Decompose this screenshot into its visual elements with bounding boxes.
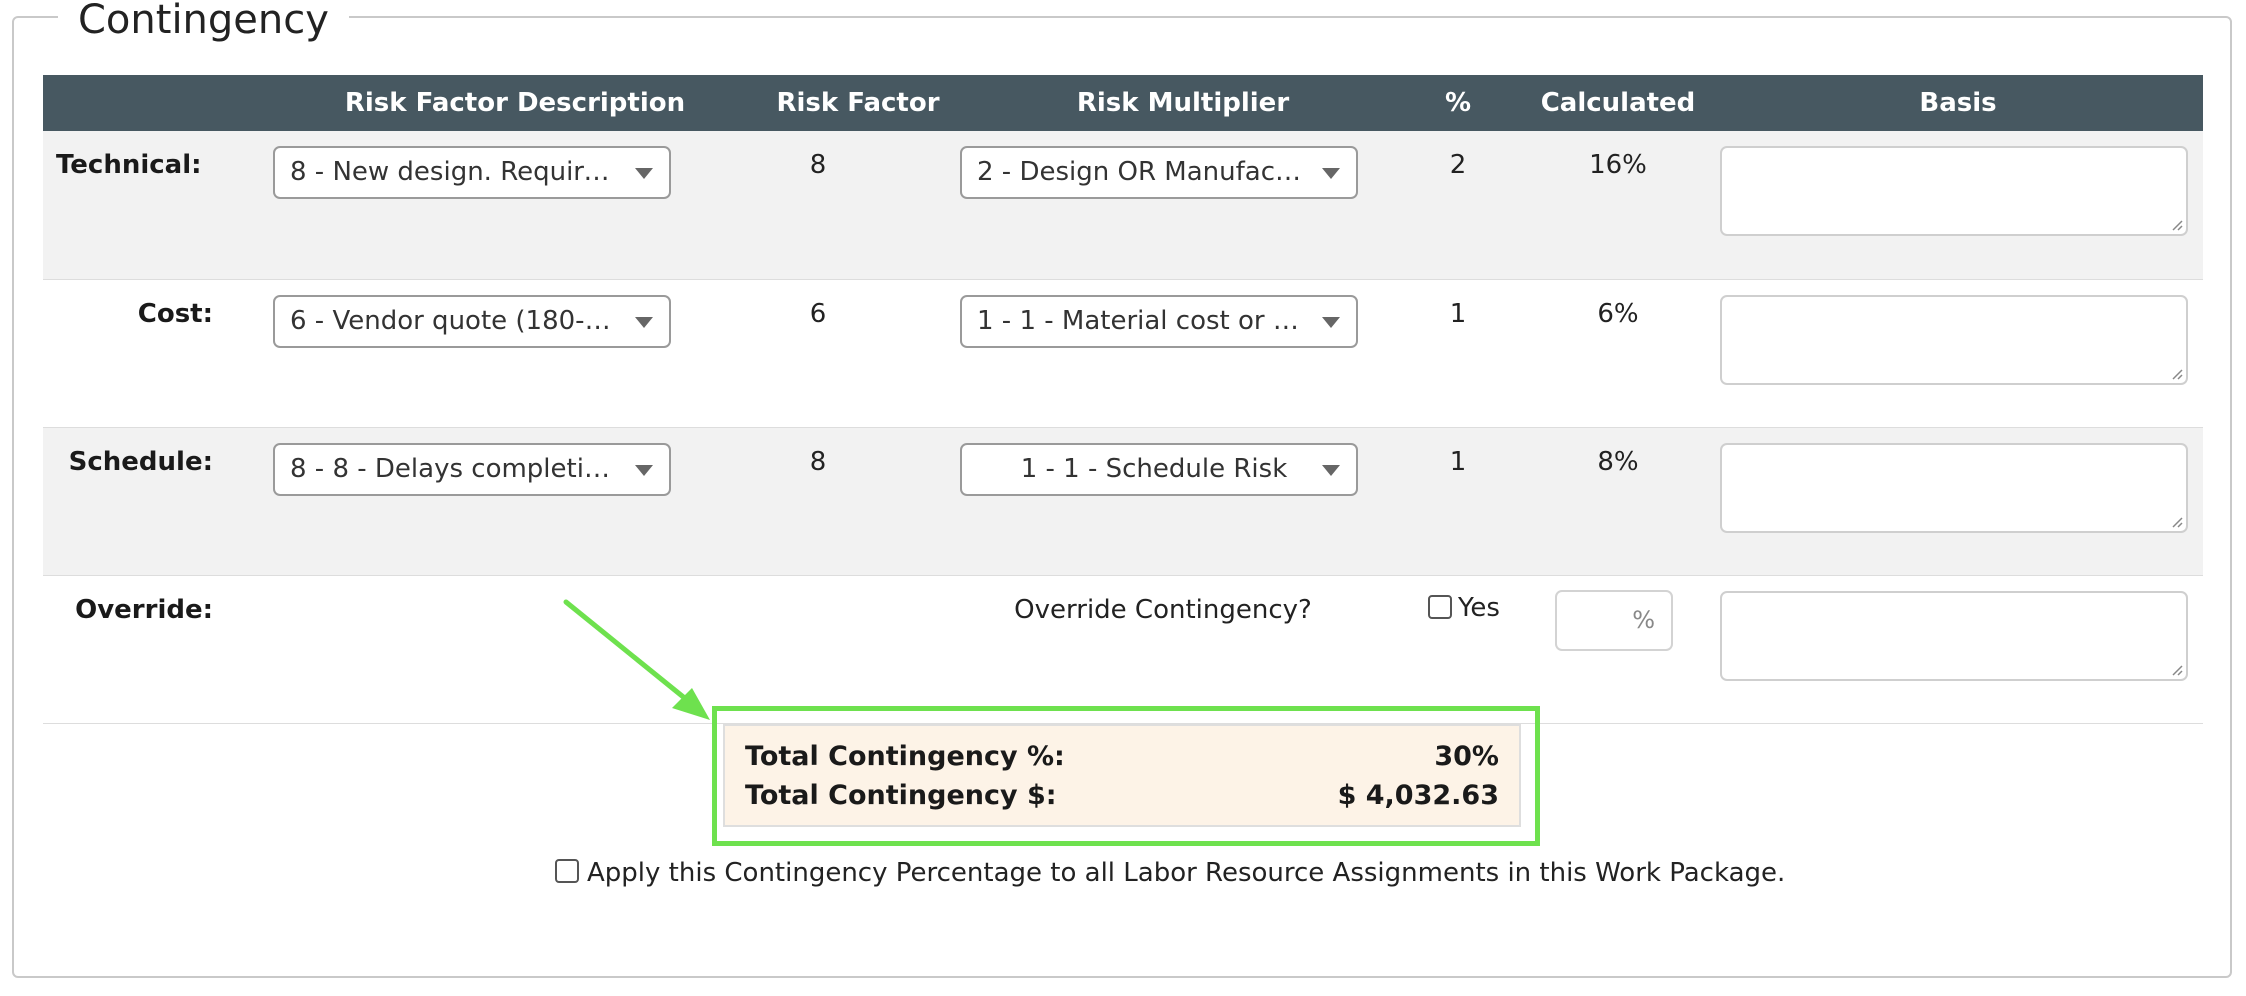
row-label-schedule: Schedule: (68, 447, 213, 477)
percent-unit: % (1632, 606, 1655, 634)
percent-value-schedule: 1 (1449, 447, 1467, 477)
header-basis: Basis (1919, 88, 1997, 118)
summary-highlight-frame (712, 706, 1540, 846)
basis-textarea-schedule[interactable] (1720, 443, 2188, 533)
row-label-cost: Cost: (137, 299, 213, 329)
total-contingency-dollar-value: $ 4,032.63 (1337, 780, 1499, 811)
select-value: 1 - 1 - Material cost or lab... (977, 306, 1338, 336)
select-value: 8 - 8 - Delays completion o... (290, 454, 665, 484)
header-risk-factor: Risk Factor (776, 88, 940, 118)
basis-textarea-cost[interactable] (1720, 295, 2188, 385)
header-percent: % (1444, 88, 1472, 118)
total-contingency-dollar-label: Total Contingency $: (745, 780, 1057, 811)
select-value: 6 - Vendor quote (180-365... (290, 306, 659, 336)
table-row-override: Override: Override Contingency? Yes % (43, 575, 2203, 723)
chevron-down-icon (1322, 465, 1340, 476)
total-contingency-percent-value: 30% (1434, 741, 1499, 772)
override-yes-label[interactable]: Yes (1458, 593, 1500, 623)
select-value: 1 - 1 - Schedule Risk (1020, 454, 1288, 484)
total-contingency-percent-label: Total Contingency %: (745, 741, 1065, 772)
apply-contingency-label[interactable]: Apply this Contingency Percentage to all… (587, 858, 1786, 888)
row-label-override: Override: (75, 595, 213, 625)
resize-grip-icon[interactable] (2169, 366, 2183, 380)
select-value: 2 - Design OR Manufacturi... (977, 157, 1345, 187)
resize-grip-icon[interactable] (2169, 662, 2183, 676)
resize-grip-icon[interactable] (2169, 514, 2183, 528)
risk-factor-value-schedule: 8 (809, 447, 827, 477)
basis-textarea-technical[interactable] (1720, 146, 2188, 236)
basis-textarea-override[interactable] (1720, 591, 2188, 681)
chevron-down-icon (635, 317, 653, 328)
calculated-value-schedule: 8% (1597, 447, 1639, 477)
risk-factor-description-select-technical[interactable]: 8 - New design. Requires s... (273, 146, 671, 199)
calculated-value-technical: 16% (1589, 150, 1647, 180)
risk-multiplier-select-cost[interactable]: 1 - 1 - Material cost or lab... (960, 295, 1358, 348)
chevron-down-icon (1322, 168, 1340, 179)
chevron-down-icon (635, 465, 653, 476)
risk-factor-description-select-cost[interactable]: 6 - Vendor quote (180-365... (273, 295, 671, 348)
section-title: Contingency (58, 0, 349, 40)
table-row-cost: Cost: 6 - Vendor quote (180-365... 6 1 -… (43, 279, 2203, 427)
risk-multiplier-select-schedule[interactable]: 1 - 1 - Schedule Risk (960, 443, 1358, 496)
table-row-technical: Technical: 8 - New design. Requires s...… (43, 131, 2203, 279)
percent-value-technical: 2 (1449, 150, 1467, 180)
risk-factor-description-select-schedule[interactable]: 8 - 8 - Delays completion o... (273, 443, 671, 496)
chevron-down-icon (635, 168, 653, 179)
contingency-summary: Total Contingency %: 30% Total Contingen… (723, 724, 1521, 827)
apply-contingency-checkbox[interactable] (555, 859, 579, 883)
chevron-down-icon (1322, 317, 1340, 328)
override-contingency-question: Override Contingency? (1014, 595, 1312, 625)
calculated-value-cost: 6% (1597, 299, 1639, 329)
override-percent-input[interactable]: % (1555, 590, 1673, 651)
contingency-fieldset: Contingency (12, 0, 2232, 978)
override-yes-checkbox[interactable] (1428, 595, 1452, 619)
header-calculated: Calculated (1540, 88, 1696, 118)
table-row-schedule: Schedule: 8 - 8 - Delays completion o...… (43, 427, 2203, 575)
table-bottom-divider (43, 723, 2203, 724)
header-risk-multiplier: Risk Multiplier (1076, 88, 1290, 118)
percent-value-cost: 1 (1449, 299, 1467, 329)
risk-factor-value-technical: 8 (809, 150, 827, 180)
row-label-technical: Technical: (56, 150, 202, 180)
risk-multiplier-select-technical[interactable]: 2 - Design OR Manufacturi... (960, 146, 1358, 199)
risk-factor-value-cost: 6 (809, 299, 827, 329)
header-risk-factor-description: Risk Factor Description (344, 88, 686, 118)
select-value: 8 - New design. Requires s... (290, 157, 660, 187)
resize-grip-icon[interactable] (2169, 217, 2183, 231)
table-header: Risk Factor Description Risk Factor Risk… (43, 75, 2203, 131)
annotation-arrow-icon (563, 599, 710, 720)
